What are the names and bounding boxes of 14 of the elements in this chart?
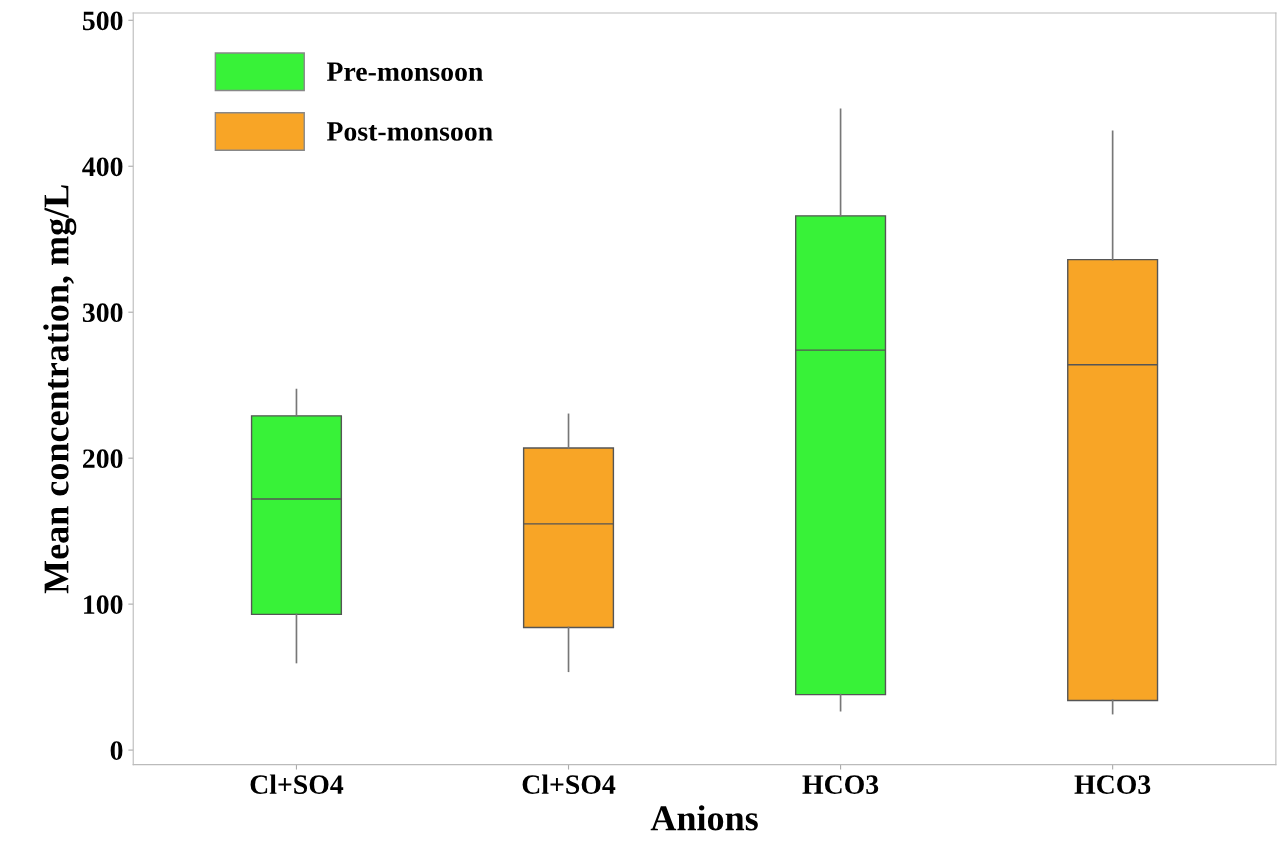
legend-label: Post-monsoon bbox=[326, 122, 493, 141]
y-tick-label: 400 bbox=[82, 157, 123, 177]
x-tick-label: HCO3 bbox=[1074, 775, 1151, 794]
y-tick-label: 500 bbox=[82, 11, 123, 31]
x-tick-label: Cl+SO4 bbox=[250, 774, 344, 794]
y-tick-label: 200 bbox=[83, 449, 123, 469]
y-tick-label: 300 bbox=[82, 303, 123, 323]
y-tick-label: 0 bbox=[110, 741, 123, 760]
x-tick-label: Cl+SO4 bbox=[522, 774, 616, 794]
legend-label: Pre-monsoon bbox=[326, 62, 483, 82]
y-axis-title: Mean concentration, mg/L bbox=[43, 185, 77, 594]
x-axis-title: Anions bbox=[650, 805, 758, 831]
y-tick-label: 100 bbox=[84, 595, 123, 615]
x-tick-label: HCO3 bbox=[802, 775, 879, 794]
